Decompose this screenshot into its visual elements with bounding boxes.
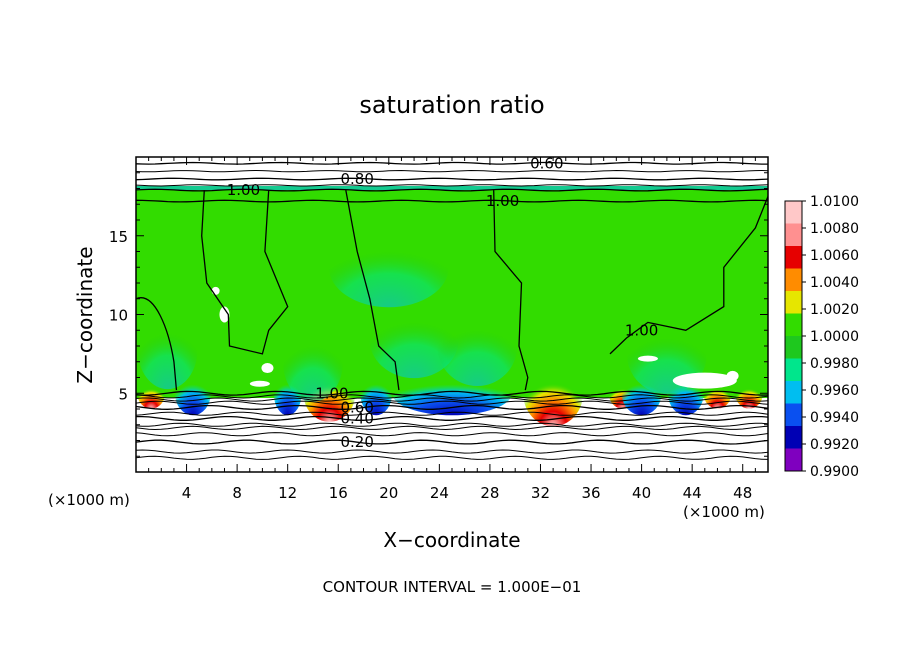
y-tick-label: 10 [109,307,128,325]
x-tick-label: 8 [232,484,242,502]
colorbar-swatch [785,403,802,426]
contour-line [136,161,768,165]
contour-line [136,449,768,454]
chart-title: saturation ratio [359,91,544,119]
colorbar-label: 1.0040 [810,275,859,291]
contour-label: 1.00 [227,181,260,199]
colorbar-label: 0.9920 [810,437,859,453]
contour-line [136,397,768,402]
x-tick-label: 4 [182,484,192,502]
colorbar-label: 1.0100 [810,194,859,210]
colorbar-swatch [785,223,802,246]
x-axis-label: X−coordinate [383,528,520,552]
colorbar-label: 1.0020 [810,302,859,318]
dry-patch [637,355,658,362]
contour-label: 0.80 [340,170,373,188]
warm-spot [523,360,584,427]
contour-line [136,394,768,399]
colorbar-swatch [785,246,802,269]
x-tick-label: 28 [480,484,499,502]
colorbar-label: 0.9980 [810,356,859,372]
colorbar-label: 1.0060 [810,248,859,264]
colorbar-swatch [785,381,802,404]
contour-line [136,184,768,187]
contour-label: 0.60 [340,398,373,416]
contour-line [136,455,768,460]
colorbar-swatch [785,291,802,314]
x-tick-label: 48 [733,484,752,502]
contour-interval-footer: CONTOUR INTERVAL = 1.000E−01 [323,578,582,596]
contour-line [136,297,178,391]
contour-line [136,404,768,410]
contour-line [136,415,768,421]
contour-labels: 0.200.400.600.600.801.001.001.001.00 [227,154,659,451]
colorbar-label: 1.0080 [810,221,859,237]
contour-label: 0.60 [530,154,563,172]
contour-line [136,400,768,405]
contour-line [493,190,529,391]
x-tick-label: 36 [581,484,600,502]
colorbar-swatch [785,201,802,224]
dry-patch [249,380,270,387]
dry-patch [261,363,274,374]
contour-line [136,422,768,427]
contour-label: 0.20 [340,433,373,451]
contour-line [136,177,768,181]
contour-line [136,188,768,192]
x-tick-label: 32 [531,484,550,502]
colorbar-label: 0.9960 [810,383,859,399]
dry-patch [726,370,739,381]
y-tick-label: 5 [118,385,128,403]
cool-region [137,309,198,390]
y-axis: 5 10 15 [109,172,768,457]
contour-line [136,432,768,437]
colorbar-swatch [785,358,802,381]
contour-line [136,390,768,396]
contour-label: 1.00 [625,321,658,339]
colorbar-swatch [785,426,802,449]
contour-label: 1.00 [486,192,519,210]
contour-line [136,199,768,203]
x-tick-label: 24 [430,484,449,502]
cold-spot [360,371,393,416]
dry-patch [219,306,230,323]
colorbar-label: 0.9940 [810,410,859,426]
contour-line [136,169,768,173]
contour-lines [136,161,768,460]
cool-region [626,313,707,394]
contour-line [136,425,768,431]
y-tick-label: 15 [109,228,128,246]
subsaturated-patches [211,286,739,389]
contour-label: 0.40 [340,409,373,427]
colorbar-label: 0.9900 [810,464,859,480]
colorbar-swatch [785,448,802,471]
x-tick-label: 12 [278,484,297,502]
colorbar-label: 1.0000 [810,329,859,345]
contour-line [345,189,400,391]
cool-region [437,306,518,386]
contour-line [609,196,768,355]
colorbar: 0.9900 0.9920 0.9940 0.9960 0.9980 1.0000 1.00… [784,194,859,480]
x-tick-label: 44 [683,484,702,502]
x-unit-right: (×1000 m) [683,503,765,521]
colorbar-swatch [785,268,802,291]
contour-line [201,190,289,355]
contour-label: 1.00 [315,384,348,402]
x-tick-label: 40 [632,484,651,502]
contour-line [136,439,768,445]
x-unit-left: (×1000 m) [48,491,130,509]
colorbar-swatch [785,313,802,336]
dry-patch [672,372,737,389]
contour-line [136,411,768,416]
x-tick-label: 20 [379,484,398,502]
colorbar-swatch [785,336,802,359]
plot-area [136,157,768,472]
x-axis: 4 8 12 16 20 24 28 32 36 40 44 48 [148,157,756,502]
x-tick-label: 16 [329,484,348,502]
cool-region [282,321,343,402]
y-axis-label: Z−coordinate [73,246,97,383]
cool-region [328,227,449,308]
